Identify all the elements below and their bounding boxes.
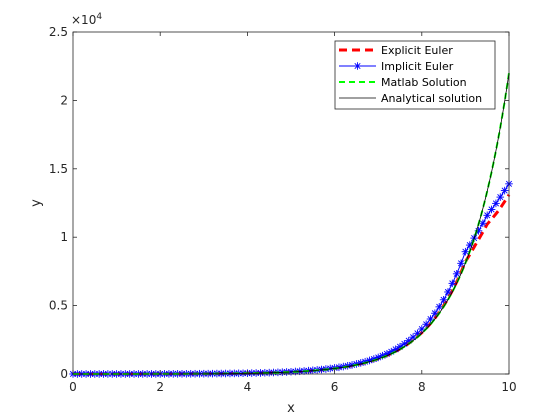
x-tick-label: 8 — [418, 380, 426, 394]
y-tick-label: 2.5 — [49, 25, 68, 39]
data-point-marker — [496, 193, 505, 201]
y-tick-label: 0.5 — [49, 299, 68, 313]
data-point-marker — [479, 219, 487, 228]
x-tick-label: 2 — [156, 380, 164, 394]
legend-label: Matlab Solution — [381, 76, 467, 89]
data-point-marker — [492, 199, 500, 208]
data-point-marker — [422, 320, 430, 329]
data-point-marker — [439, 295, 448, 304]
x-tick-label: 6 — [331, 380, 339, 394]
legend-label: Analytical solution — [381, 92, 482, 105]
legend-item-analytical-solution: Analytical solution — [339, 92, 482, 105]
legend-box — [334, 40, 496, 110]
ticks-layer: 0 2 4 6 8 10 0 0.5 1 1.5 2 2.5 — [49, 25, 517, 394]
y-tick-label: 0 — [60, 367, 68, 381]
y-exponent-label: ×104 — [71, 12, 102, 27]
x-tick-label: 0 — [69, 380, 77, 394]
data-point-marker — [457, 259, 465, 268]
data-point-marker — [461, 247, 470, 256]
legend-item-explicit-euler: Explicit Euler — [339, 44, 453, 57]
legend-marker — [353, 62, 362, 70]
data-point-marker — [487, 205, 496, 214]
x-tick-label: 4 — [244, 380, 252, 394]
legend-item-implicit-euler: Implicit Euler — [339, 60, 454, 73]
y-axis-label: y — [29, 199, 44, 207]
legend-item-matlab-solution: Matlab Solution — [339, 76, 467, 89]
y-tick-label: 1.5 — [49, 162, 68, 176]
data-point-marker — [483, 211, 491, 220]
axes-box — [72, 31, 510, 375]
x-axis-label: x — [287, 401, 295, 416]
data-point-marker — [444, 288, 452, 296]
data-point-marker — [435, 303, 444, 311]
data-point-marker — [500, 186, 509, 195]
x-tick-label: 10 — [501, 380, 516, 394]
data-point-marker — [448, 279, 457, 288]
legend-label: Explicit Euler — [381, 44, 453, 57]
y-tick-label: 1 — [60, 230, 68, 244]
data-point-marker — [452, 270, 461, 278]
y-tick-label: 2 — [60, 93, 68, 107]
legend-label: Implicit Euler — [381, 60, 454, 73]
legend: Explicit Euler Implicit Euler Matlab Solut… — [334, 40, 496, 110]
